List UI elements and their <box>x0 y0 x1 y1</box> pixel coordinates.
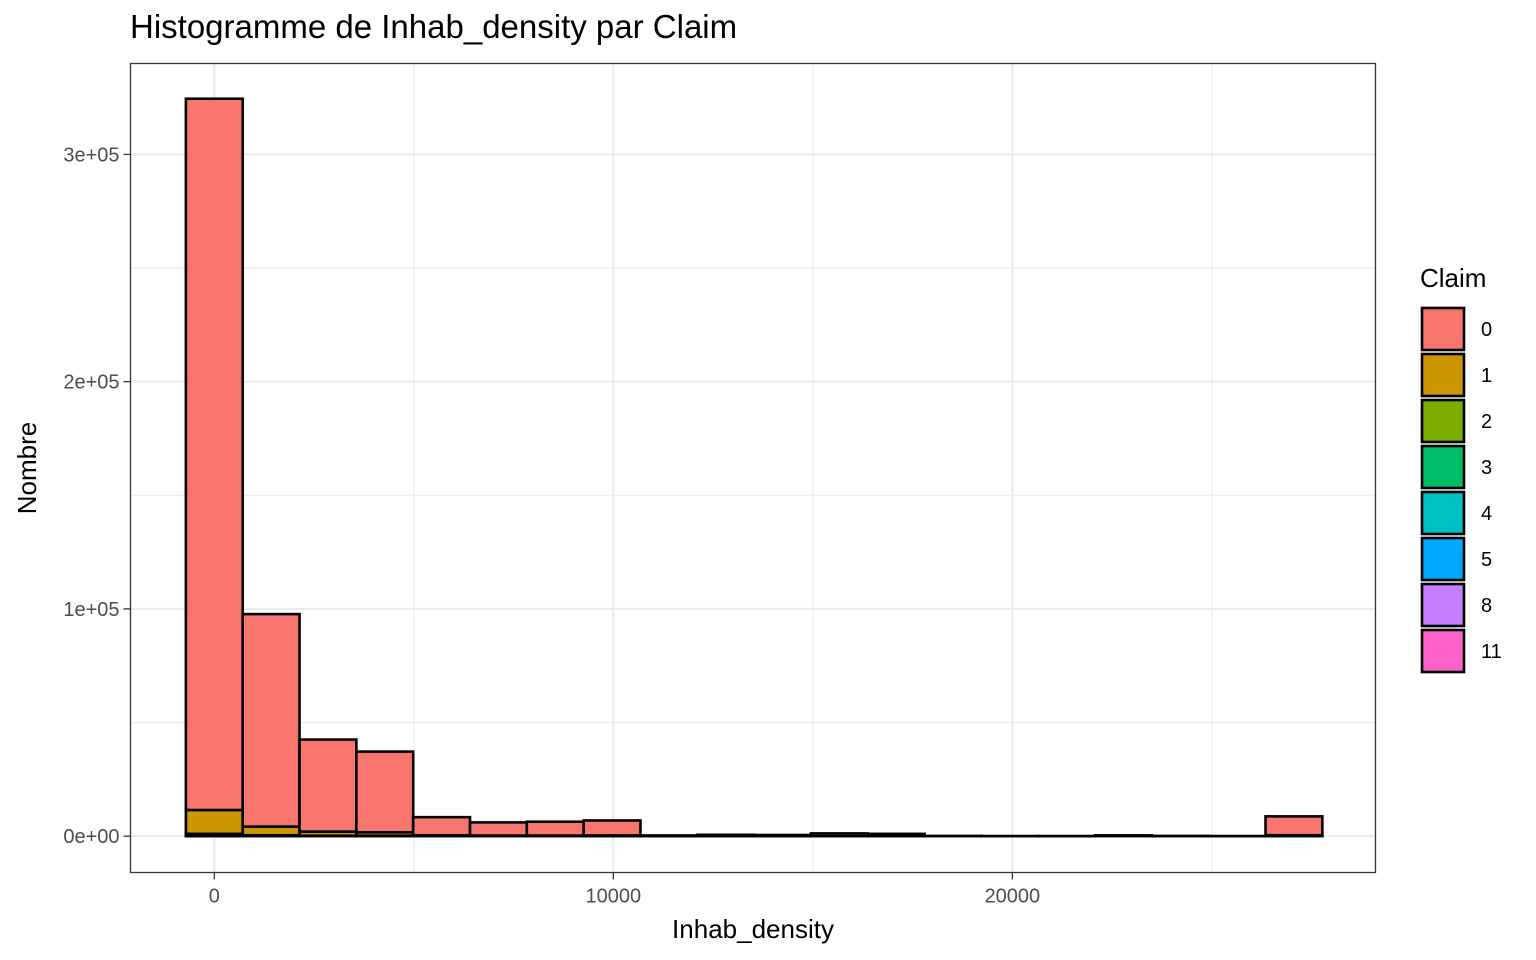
legend-key-claim-11 <box>1420 628 1466 674</box>
histogram-bar-bin-11-claim-0 <box>809 832 870 838</box>
y-tick-label: 1e+05 <box>63 599 119 621</box>
histogram-bar-bin-4-claim-0 <box>411 815 472 837</box>
legend-key-claim-0 <box>1420 306 1466 352</box>
legend-key-claim-8 <box>1420 582 1466 628</box>
legend-label-claim-1: 1 <box>1481 365 1492 387</box>
histogram-bar-bin-6-claim-0 <box>525 820 585 837</box>
histogram-bar-bin-9-claim-0 <box>695 833 756 838</box>
legend-label-claim-2: 2 <box>1481 411 1492 433</box>
legend-items: 0 1 2 3 4 5 8 11 <box>1420 306 1502 674</box>
histogram-bar-bin-10-claim-0 <box>752 833 813 838</box>
legend-key-claim-4 <box>1420 490 1466 536</box>
x-tick-label: 20000 <box>985 886 1041 908</box>
histogram-bar-bin-3-claim-0 <box>355 750 415 834</box>
legend-label-claim-4: 4 <box>1481 503 1492 525</box>
histogram-bar-bin-5-claim-0 <box>468 821 529 837</box>
y-tick-label: 2e+05 <box>63 372 119 394</box>
x-tick-label: 10000 <box>586 886 642 908</box>
histogram-bar-bin-2-claim-0 <box>298 738 358 833</box>
legend-label-claim-5: 5 <box>1481 549 1492 571</box>
histogram-bar-bin-12-claim-0 <box>866 832 926 838</box>
legend-label-claim-8: 8 <box>1481 595 1492 617</box>
legend-label-claim-0: 0 <box>1481 319 1492 341</box>
legend-title: Claim <box>1420 263 1486 293</box>
y-tick-label: 0e+00 <box>63 826 119 848</box>
chart-title: Histogramme de Inhab_density par Claim <box>130 8 738 45</box>
legend-label-claim-3: 3 <box>1481 457 1492 479</box>
legend-key-claim-5 <box>1420 536 1466 582</box>
histogram-bar-bin-0-claim-1 <box>184 808 245 836</box>
legend-label-claim-11: 11 <box>1481 641 1502 663</box>
histogram-bar-bin-7-claim-0 <box>582 819 642 837</box>
x-tick-label: 0 <box>209 886 220 908</box>
histogram-bar-bin-16-claim-0 <box>1093 834 1154 838</box>
legend-key-claim-1 <box>1420 352 1466 398</box>
histogram-bar-bin-8-claim-0 <box>639 834 699 838</box>
x-axis-title: Inhab_density <box>672 914 834 944</box>
y-tick-label: 3e+05 <box>63 144 119 166</box>
bars-layer <box>184 97 1324 838</box>
y-axis-title: Nombre <box>12 422 42 514</box>
histogram-bar-bin-0-claim-0 <box>184 97 245 812</box>
panel-border <box>129 62 1377 874</box>
axes-layer: 0 10000 20000 0e+00 1e+05 2e+05 3e+05 <box>63 144 1040 907</box>
histogram-bar-bin-1-claim-0 <box>241 612 301 828</box>
histogram-bar-bin-19-claim-0 <box>1264 815 1324 837</box>
legend-key-claim-3 <box>1420 444 1466 490</box>
legend: Claim 0 1 2 3 4 5 8 11 <box>1420 263 1502 674</box>
legend-key-claim-2 <box>1420 398 1466 444</box>
